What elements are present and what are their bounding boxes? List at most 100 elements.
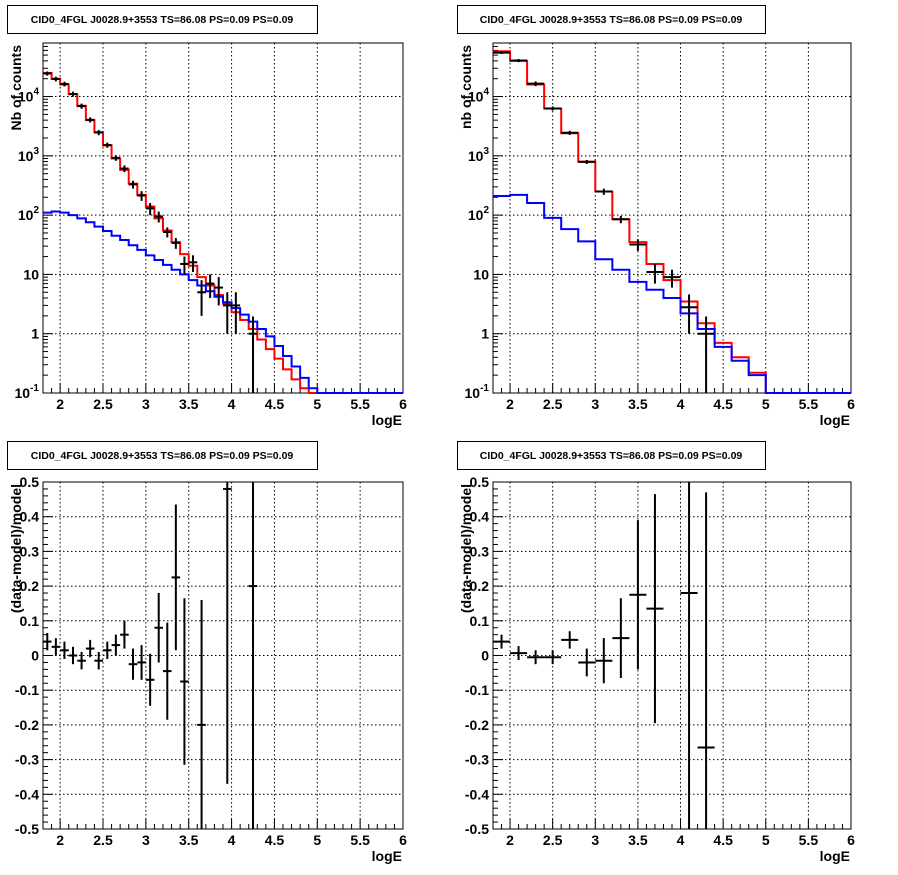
x-tick-label: 4.5 — [713, 396, 733, 412]
data-point — [60, 81, 69, 87]
x-tick-label: 3 — [142, 396, 150, 412]
data-point — [527, 650, 545, 665]
data-point — [120, 620, 129, 649]
data-point — [510, 646, 528, 661]
x-tick-label: 3 — [591, 396, 599, 412]
y-tick-label: 10 — [473, 266, 489, 282]
data-point — [646, 494, 664, 724]
x-tick-label: 4 — [228, 396, 236, 412]
y-tick-label: 0.2 — [470, 578, 490, 594]
x-tick-label: 2 — [56, 396, 64, 412]
data-point — [595, 188, 613, 195]
y-tick-label: 0.5 — [470, 474, 490, 490]
data-point — [51, 638, 61, 656]
data-point — [103, 641, 112, 659]
y-tick-label: 102 — [18, 205, 40, 223]
x-tick-label: 3 — [591, 832, 599, 848]
x-axis-label: logE — [820, 848, 850, 864]
x-tick-label: 5.5 — [799, 832, 819, 848]
data-point — [163, 227, 172, 238]
x-tick-label: 2 — [506, 396, 514, 412]
y-tick-label: 10-1 — [15, 383, 40, 401]
x-tick-label: 2 — [506, 832, 514, 848]
data-point — [171, 238, 181, 249]
x-tick-label: 2.5 — [93, 396, 113, 412]
title-box — [457, 441, 766, 470]
data-point — [612, 215, 630, 224]
y-tick-label: 0.1 — [470, 613, 490, 629]
y-tick-label: 0.5 — [20, 474, 40, 490]
data-point — [223, 292, 232, 334]
x-tick-label: 6 — [399, 832, 407, 848]
y-tick-label: -0.4 — [465, 786, 489, 802]
y-tick-label: 0.1 — [20, 613, 40, 629]
data-point — [77, 652, 86, 670]
data-point — [231, 292, 241, 334]
data-point — [60, 641, 69, 659]
x-tick-label: 3 — [142, 832, 150, 848]
model-total-histogram — [43, 71, 403, 394]
y-tick-label: -0.2 — [465, 717, 489, 733]
data-point — [111, 634, 121, 656]
x-axis-label: logE — [372, 412, 402, 428]
data-point — [137, 191, 146, 201]
data-point — [493, 634, 511, 649]
data-point — [188, 255, 198, 272]
data-point — [68, 646, 78, 665]
data-point — [578, 648, 596, 677]
y-axis-label: Nb of counts — [8, 45, 24, 131]
y-tick-label: 0 — [481, 648, 489, 664]
x-tick-label: 5 — [313, 396, 321, 412]
data-point — [595, 638, 613, 684]
data-point — [197, 599, 206, 829]
data-point — [154, 593, 163, 663]
y-axis-label: (data-model)/model — [8, 484, 24, 613]
y-tick-label: 10 — [23, 266, 39, 282]
data-point — [51, 76, 61, 82]
title-box — [457, 5, 766, 34]
x-tick-label: 4.5 — [713, 832, 733, 848]
x-tick-label: 4.5 — [265, 832, 285, 848]
data-point — [629, 520, 647, 670]
data-point — [214, 277, 223, 306]
y-tick-label: 1 — [31, 326, 39, 342]
data-point — [43, 632, 52, 651]
y-tick-label: 0.3 — [470, 543, 490, 559]
data-point — [180, 598, 189, 765]
data-point — [527, 81, 545, 87]
data-point — [94, 652, 103, 670]
chart-title: CID0_4FGL J0028.9+3553 TS=86.08 PS=0.09 … — [480, 14, 743, 26]
data-point — [629, 239, 647, 251]
data-point — [171, 504, 181, 651]
y-tick-label: 10-1 — [465, 383, 490, 401]
model-component-histogram — [493, 193, 851, 394]
data-point — [697, 492, 715, 829]
y-tick-label: -0.1 — [15, 682, 39, 698]
title-box — [7, 441, 318, 470]
chart-panel-bottom-right: CID0_4FGL J0028.9+3553 TS=86.08 PS=0.09 … — [457, 441, 855, 864]
data-point — [111, 155, 121, 161]
data-point — [493, 51, 511, 55]
data-point — [561, 631, 579, 649]
plot-frame — [42, 42, 404, 394]
y-tick-label: -0.3 — [465, 752, 489, 768]
x-tick-label: 3.5 — [628, 832, 648, 848]
x-tick-label: 4 — [228, 832, 236, 848]
data-point — [697, 316, 715, 393]
data-point — [77, 103, 86, 109]
x-tick-label: 6 — [847, 396, 855, 412]
x-tick-label: 2.5 — [543, 396, 563, 412]
x-tick-label: 2 — [56, 832, 64, 848]
data-point — [85, 639, 95, 658]
title-box — [7, 5, 318, 34]
x-tick-label: 5 — [762, 396, 770, 412]
x-tick-label: 5 — [313, 832, 321, 848]
data-point — [205, 274, 215, 299]
data-point — [223, 482, 232, 784]
x-tick-label: 5 — [762, 832, 770, 848]
y-tick-label: -0.1 — [465, 682, 489, 698]
data-point — [163, 622, 172, 720]
data-point — [180, 256, 189, 275]
chart-panel-top-left: CID0_4FGL J0028.9+3553 TS=86.08 PS=0.09 … — [7, 5, 407, 428]
chart-title: CID0_4FGL J0028.9+3553 TS=86.08 PS=0.09 … — [31, 14, 294, 26]
